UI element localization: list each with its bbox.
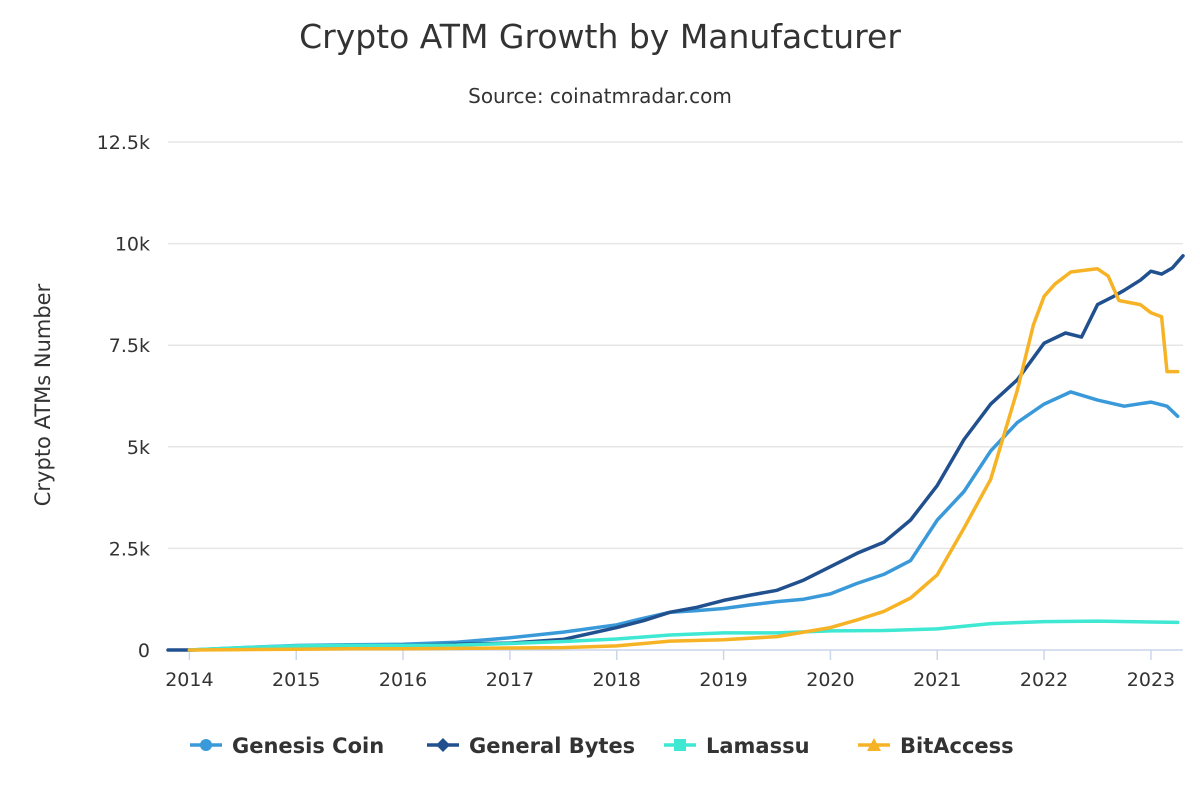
x-axis: 2014 2015 2016 2017 2018 2019 2020 2021 2022 2023 <box>165 649 1183 691</box>
series-line-general-bytes[interactable] <box>166 254 1185 652</box>
y-tick-label: 5k <box>127 437 150 459</box>
x-tick-label: 2021 <box>913 669 961 691</box>
y-tick-label: 2.5k <box>109 538 150 560</box>
x-tick-label: 2014 <box>165 669 213 691</box>
y-tick-label: 7.5k <box>109 335 150 357</box>
diamond-marker-icon <box>436 738 450 752</box>
series-line-lamassu[interactable] <box>187 619 1180 652</box>
x-tick-label: 2023 <box>1127 669 1175 691</box>
square-marker-icon <box>674 739 686 751</box>
legend-label: Lamassu <box>706 734 810 758</box>
series-line-bitaccess[interactable] <box>187 267 1180 652</box>
triangle-marker-icon <box>867 738 881 751</box>
grid <box>168 141 1183 550</box>
legend-item-genesis-coin[interactable]: Genesis Coin <box>190 734 384 758</box>
circle-marker-icon <box>200 739 212 751</box>
y-axis-title: Crypto ATMs Number <box>31 283 55 506</box>
legend-label: Genesis Coin <box>232 734 384 758</box>
chart-title: Crypto ATM Growth by Manufacturer <box>299 17 901 56</box>
x-tick-label: 2015 <box>272 669 320 691</box>
y-tick-label: 12.5k <box>97 132 150 154</box>
x-tick-label: 2016 <box>379 669 427 691</box>
x-tick-label: 2019 <box>699 669 747 691</box>
x-tick-label: 2020 <box>806 669 854 691</box>
x-tick-label: 2017 <box>486 669 534 691</box>
legend-item-bitaccess[interactable]: BitAccess <box>858 734 1014 758</box>
y-tick-label: 10k <box>115 234 150 256</box>
legend-label: General Bytes <box>469 734 635 758</box>
series-lines <box>166 254 1185 652</box>
series-line-genesis-coin[interactable] <box>187 390 1180 652</box>
legend-label: BitAccess <box>900 734 1014 758</box>
legend-item-general-bytes[interactable]: General Bytes <box>427 734 635 758</box>
legend-item-lamassu[interactable]: Lamassu <box>664 734 810 758</box>
y-axis-ticks: 0 2.5k 5k 7.5k 10k 12.5k <box>97 132 150 662</box>
y-tick-label: 0 <box>138 640 150 662</box>
x-tick-label: 2022 <box>1020 669 1068 691</box>
legend: Genesis Coin General Bytes Lamassu BitAcces… <box>190 734 1014 758</box>
chart-subtitle: Source: coinatmradar.com <box>468 84 732 108</box>
x-tick-label: 2018 <box>593 669 641 691</box>
